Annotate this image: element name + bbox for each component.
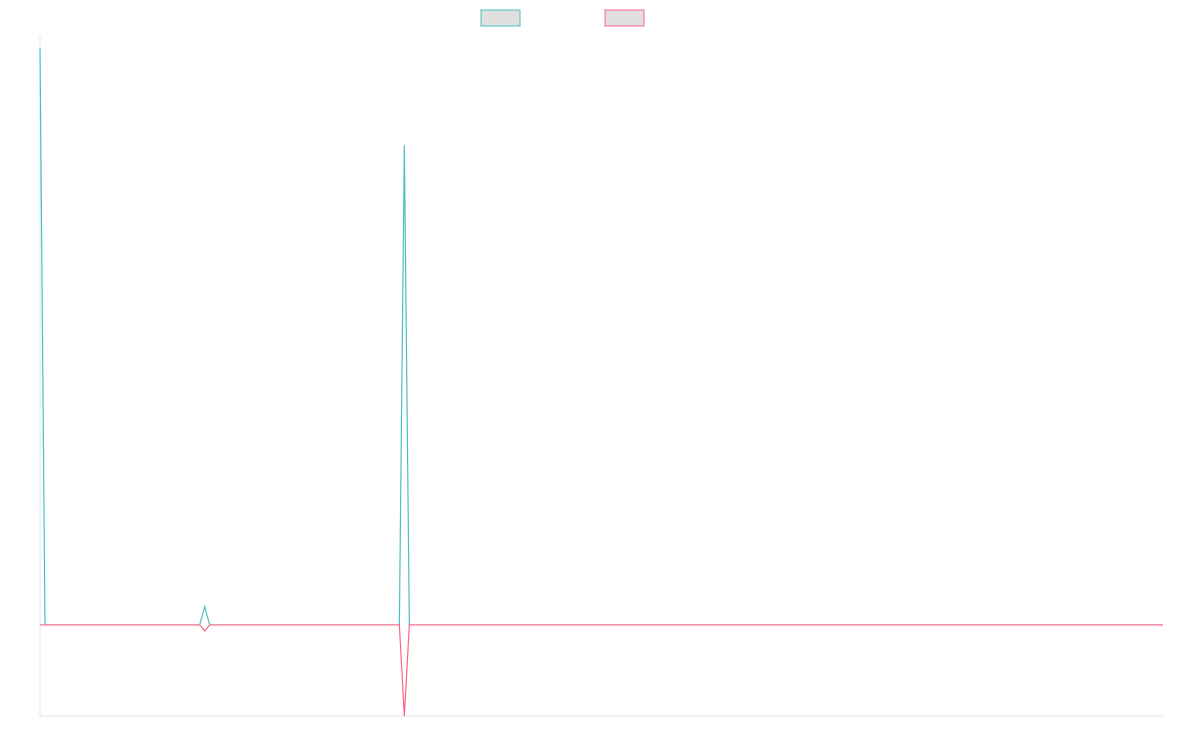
series-1-line [39,48,1163,626]
legend-swatch-series-2 [604,9,645,27]
legend-swatch-series-1 [480,9,521,27]
series-2-line [40,624,1163,717]
